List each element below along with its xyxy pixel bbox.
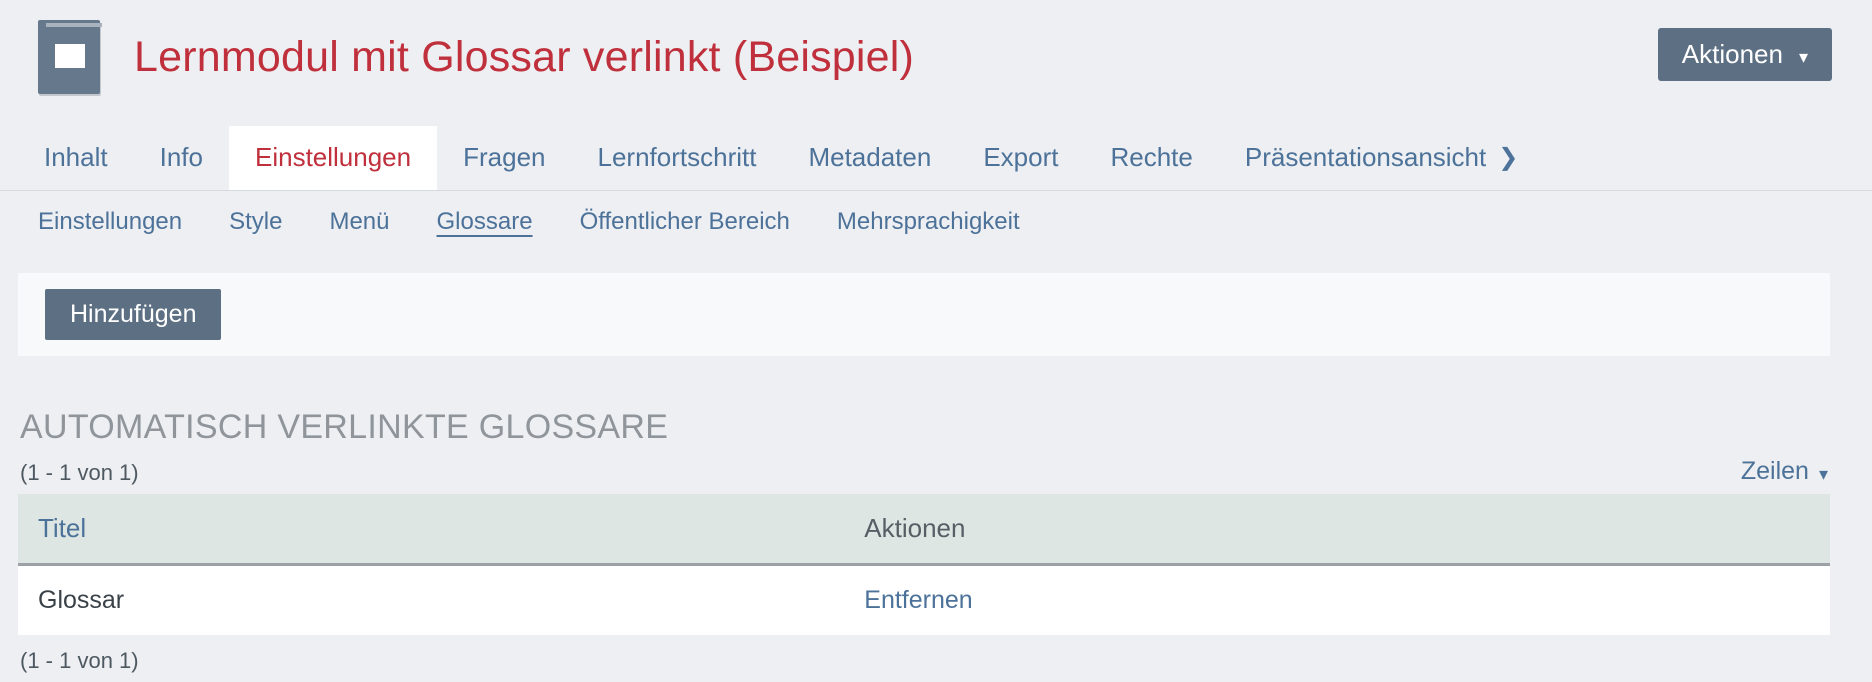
caret-down-icon: ▾ [1798, 46, 1808, 67]
tab-label: Lernfortschritt [597, 142, 757, 172]
toolbar: Hinzufügen [18, 273, 1830, 356]
rows-dropdown-label: Zeilen [1740, 457, 1809, 485]
tab-praesentationsansicht[interactable]: Präsentationsansicht ❯ [1219, 126, 1544, 190]
tab-rechte[interactable]: Rechte [1084, 126, 1218, 190]
tab-export[interactable]: Export [957, 126, 1084, 190]
tab-label: Metadaten [808, 142, 932, 172]
column-header-titel: Titel [18, 494, 845, 566]
range-label-bottom: (1 - 1 von 1) [20, 648, 139, 673]
tab-label: Einstellungen [254, 142, 412, 172]
sub-tab-bar: Einstellungen Style Menü Glossare Öffent… [0, 191, 1872, 251]
subtab-einstellungen[interactable]: Einstellungen [38, 208, 183, 235]
column-header-label: Aktionen [864, 513, 966, 543]
add-glossary-button[interactable]: Hinzufügen [45, 289, 222, 340]
subtab-menue[interactable]: Menü [329, 208, 390, 235]
chevron-right-icon: ❯ [1498, 144, 1519, 171]
tab-label: Info [159, 142, 203, 172]
tab-label: Export [983, 142, 1059, 172]
main-tab-bar: Inhalt Info Einstellungen Fragen Lernfor… [0, 126, 1872, 191]
tab-inhalt[interactable]: Inhalt [18, 126, 134, 190]
section-title: AUTOMATISCH VERLINKTE GLOSSARE [20, 408, 669, 446]
page-header: Lernmodul mit Glossar verlinkt (Beispiel… [0, 0, 1872, 96]
rows-dropdown[interactable]: Zeilen ▾ [1741, 457, 1828, 486]
linked-glossaries-table: Titel Aktionen Glossar Entfernen [18, 494, 1830, 635]
subtab-glossare[interactable]: Glossare [436, 208, 533, 235]
range-label-top: (1 - 1 von 1) [20, 460, 139, 485]
tab-einstellungen[interactable]: Einstellungen [228, 126, 438, 190]
tab-lernfortschritt[interactable]: Lernfortschritt [572, 126, 783, 190]
caret-down-icon: ▾ [1818, 463, 1828, 484]
sort-by-title-link[interactable]: Titel [38, 513, 87, 543]
column-header-aktionen: Aktionen [844, 494, 1830, 566]
subtab-mehrsprachigkeit[interactable]: Mehrsprachigkeit [836, 208, 1020, 235]
table-header-row: Titel Aktionen [18, 494, 1830, 566]
table-row: Glossar Entfernen [18, 564, 1830, 635]
glossary-title-cell: Glossar [18, 564, 845, 635]
page-title: Lernmodul mit Glossar verlinkt (Beispiel… [134, 32, 915, 81]
tab-fragen[interactable]: Fragen [437, 126, 571, 190]
remove-glossary-link[interactable]: Entfernen [864, 586, 973, 614]
actions-dropdown-button[interactable]: Aktionen ▾ [1657, 28, 1832, 81]
tab-metadaten[interactable]: Metadaten [782, 126, 957, 190]
tab-label: Präsentationsansicht [1244, 142, 1487, 172]
subtab-oeffentlicher-bereich[interactable]: Öffentlicher Bereich [579, 208, 790, 235]
tab-label: Fragen [463, 142, 546, 172]
learning-module-book-icon [38, 20, 102, 94]
tab-label: Inhalt [44, 142, 108, 172]
tab-label: Rechte [1110, 142, 1193, 172]
glossary-action-cell: Entfernen [844, 564, 1830, 635]
tab-info[interactable]: Info [134, 126, 229, 190]
table-counter-row: (1 - 1 von 1) Zeilen ▾ [20, 457, 1828, 486]
subtab-style[interactable]: Style [229, 208, 283, 235]
actions-button-label: Aktionen [1681, 39, 1783, 69]
